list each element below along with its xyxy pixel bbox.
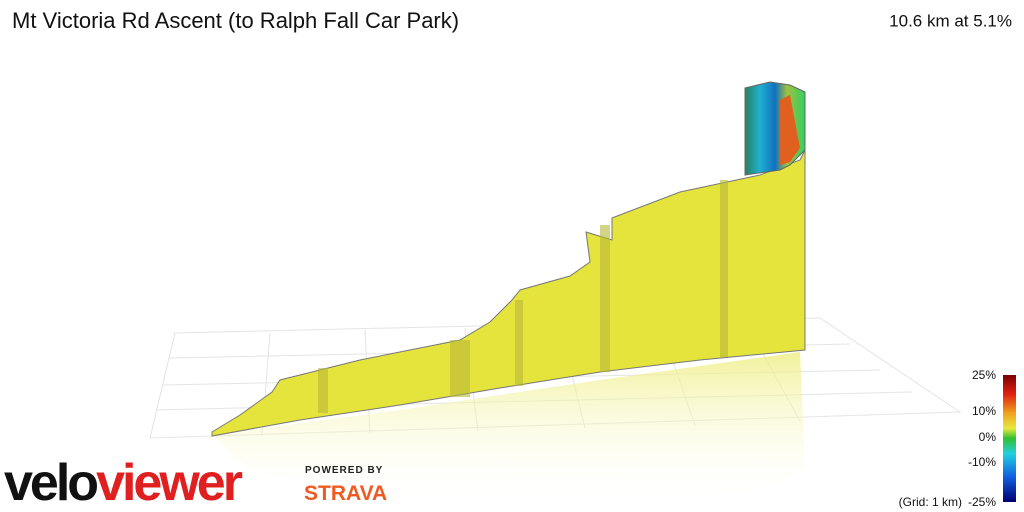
shade xyxy=(318,368,328,413)
profile-ribbon xyxy=(211,149,806,437)
gradient-scale xyxy=(1003,375,1016,502)
grid-note: (Grid: 1 km) xyxy=(899,495,962,509)
ribbon-shading xyxy=(318,180,728,413)
shade xyxy=(720,180,728,357)
strava: STRAVA xyxy=(304,482,387,505)
logo: veloviewer xyxy=(4,454,243,512)
shade xyxy=(600,225,610,372)
summit-steep xyxy=(780,95,800,165)
logo-first: velo xyxy=(4,454,97,512)
shade xyxy=(450,340,470,397)
shade xyxy=(515,300,523,386)
scale-labels: 25% 10% 0% -10% -25% (Grid: 1 km) xyxy=(899,368,997,509)
powered-by: POWERED BY xyxy=(305,465,383,476)
scale-label: -10% xyxy=(968,455,996,469)
summary: 10.6 km at 5.1% xyxy=(889,11,1012,30)
scale-label: 10% xyxy=(972,404,996,418)
scale-label: -25% xyxy=(968,495,996,509)
title: Mt Victoria Rd Ascent (to Ralph Fall Car… xyxy=(12,8,459,33)
scale-label: 0% xyxy=(979,430,997,444)
logo-second: viewer xyxy=(96,454,243,512)
scale-label: 25% xyxy=(972,368,996,382)
profile-reflection xyxy=(212,352,805,505)
